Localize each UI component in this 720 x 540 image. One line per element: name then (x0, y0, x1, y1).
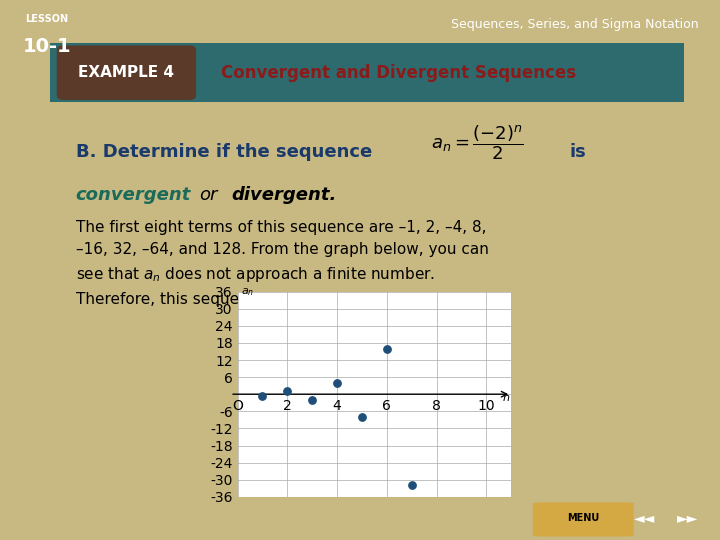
Point (356, 413, 368, 421)
FancyBboxPatch shape (50, 43, 684, 102)
Text: is: is (570, 143, 587, 161)
Point (331, 379, 343, 387)
Text: $n$: $n$ (502, 393, 510, 403)
Text: B. Determine if the sequence: B. Determine if the sequence (76, 143, 372, 161)
Point (381, 345, 392, 353)
Point (282, 387, 293, 396)
FancyBboxPatch shape (533, 502, 634, 537)
Text: ►►: ►► (677, 511, 698, 525)
Text: EXAMPLE 4: EXAMPLE 4 (78, 65, 174, 80)
Text: MENU: MENU (567, 514, 599, 523)
Text: $a_n = \dfrac{(-2)^n}{2}$: $a_n = \dfrac{(-2)^n}{2}$ (431, 124, 523, 163)
Text: Sequences, Series, and Sigma Notation: Sequences, Series, and Sigma Notation (451, 18, 698, 31)
Text: The first eight terms of this sequence are –1, 2, –4, 8,
–16, 32, –64, and 128. : The first eight terms of this sequence a… (76, 220, 489, 307)
FancyBboxPatch shape (57, 45, 196, 100)
Text: Convergent and Divergent Sequences: Convergent and Divergent Sequences (221, 64, 577, 82)
Point (307, 396, 318, 404)
Point (406, 481, 418, 490)
Text: divergent.: divergent. (231, 186, 336, 204)
Text: $a_n$: $a_n$ (241, 286, 254, 298)
Point (257, 392, 269, 400)
Text: ◄◄: ◄◄ (634, 511, 655, 525)
Text: convergent: convergent (76, 186, 191, 204)
Text: LESSON: LESSON (25, 14, 68, 24)
Text: or: or (199, 186, 217, 204)
Text: 10-1: 10-1 (22, 37, 71, 56)
